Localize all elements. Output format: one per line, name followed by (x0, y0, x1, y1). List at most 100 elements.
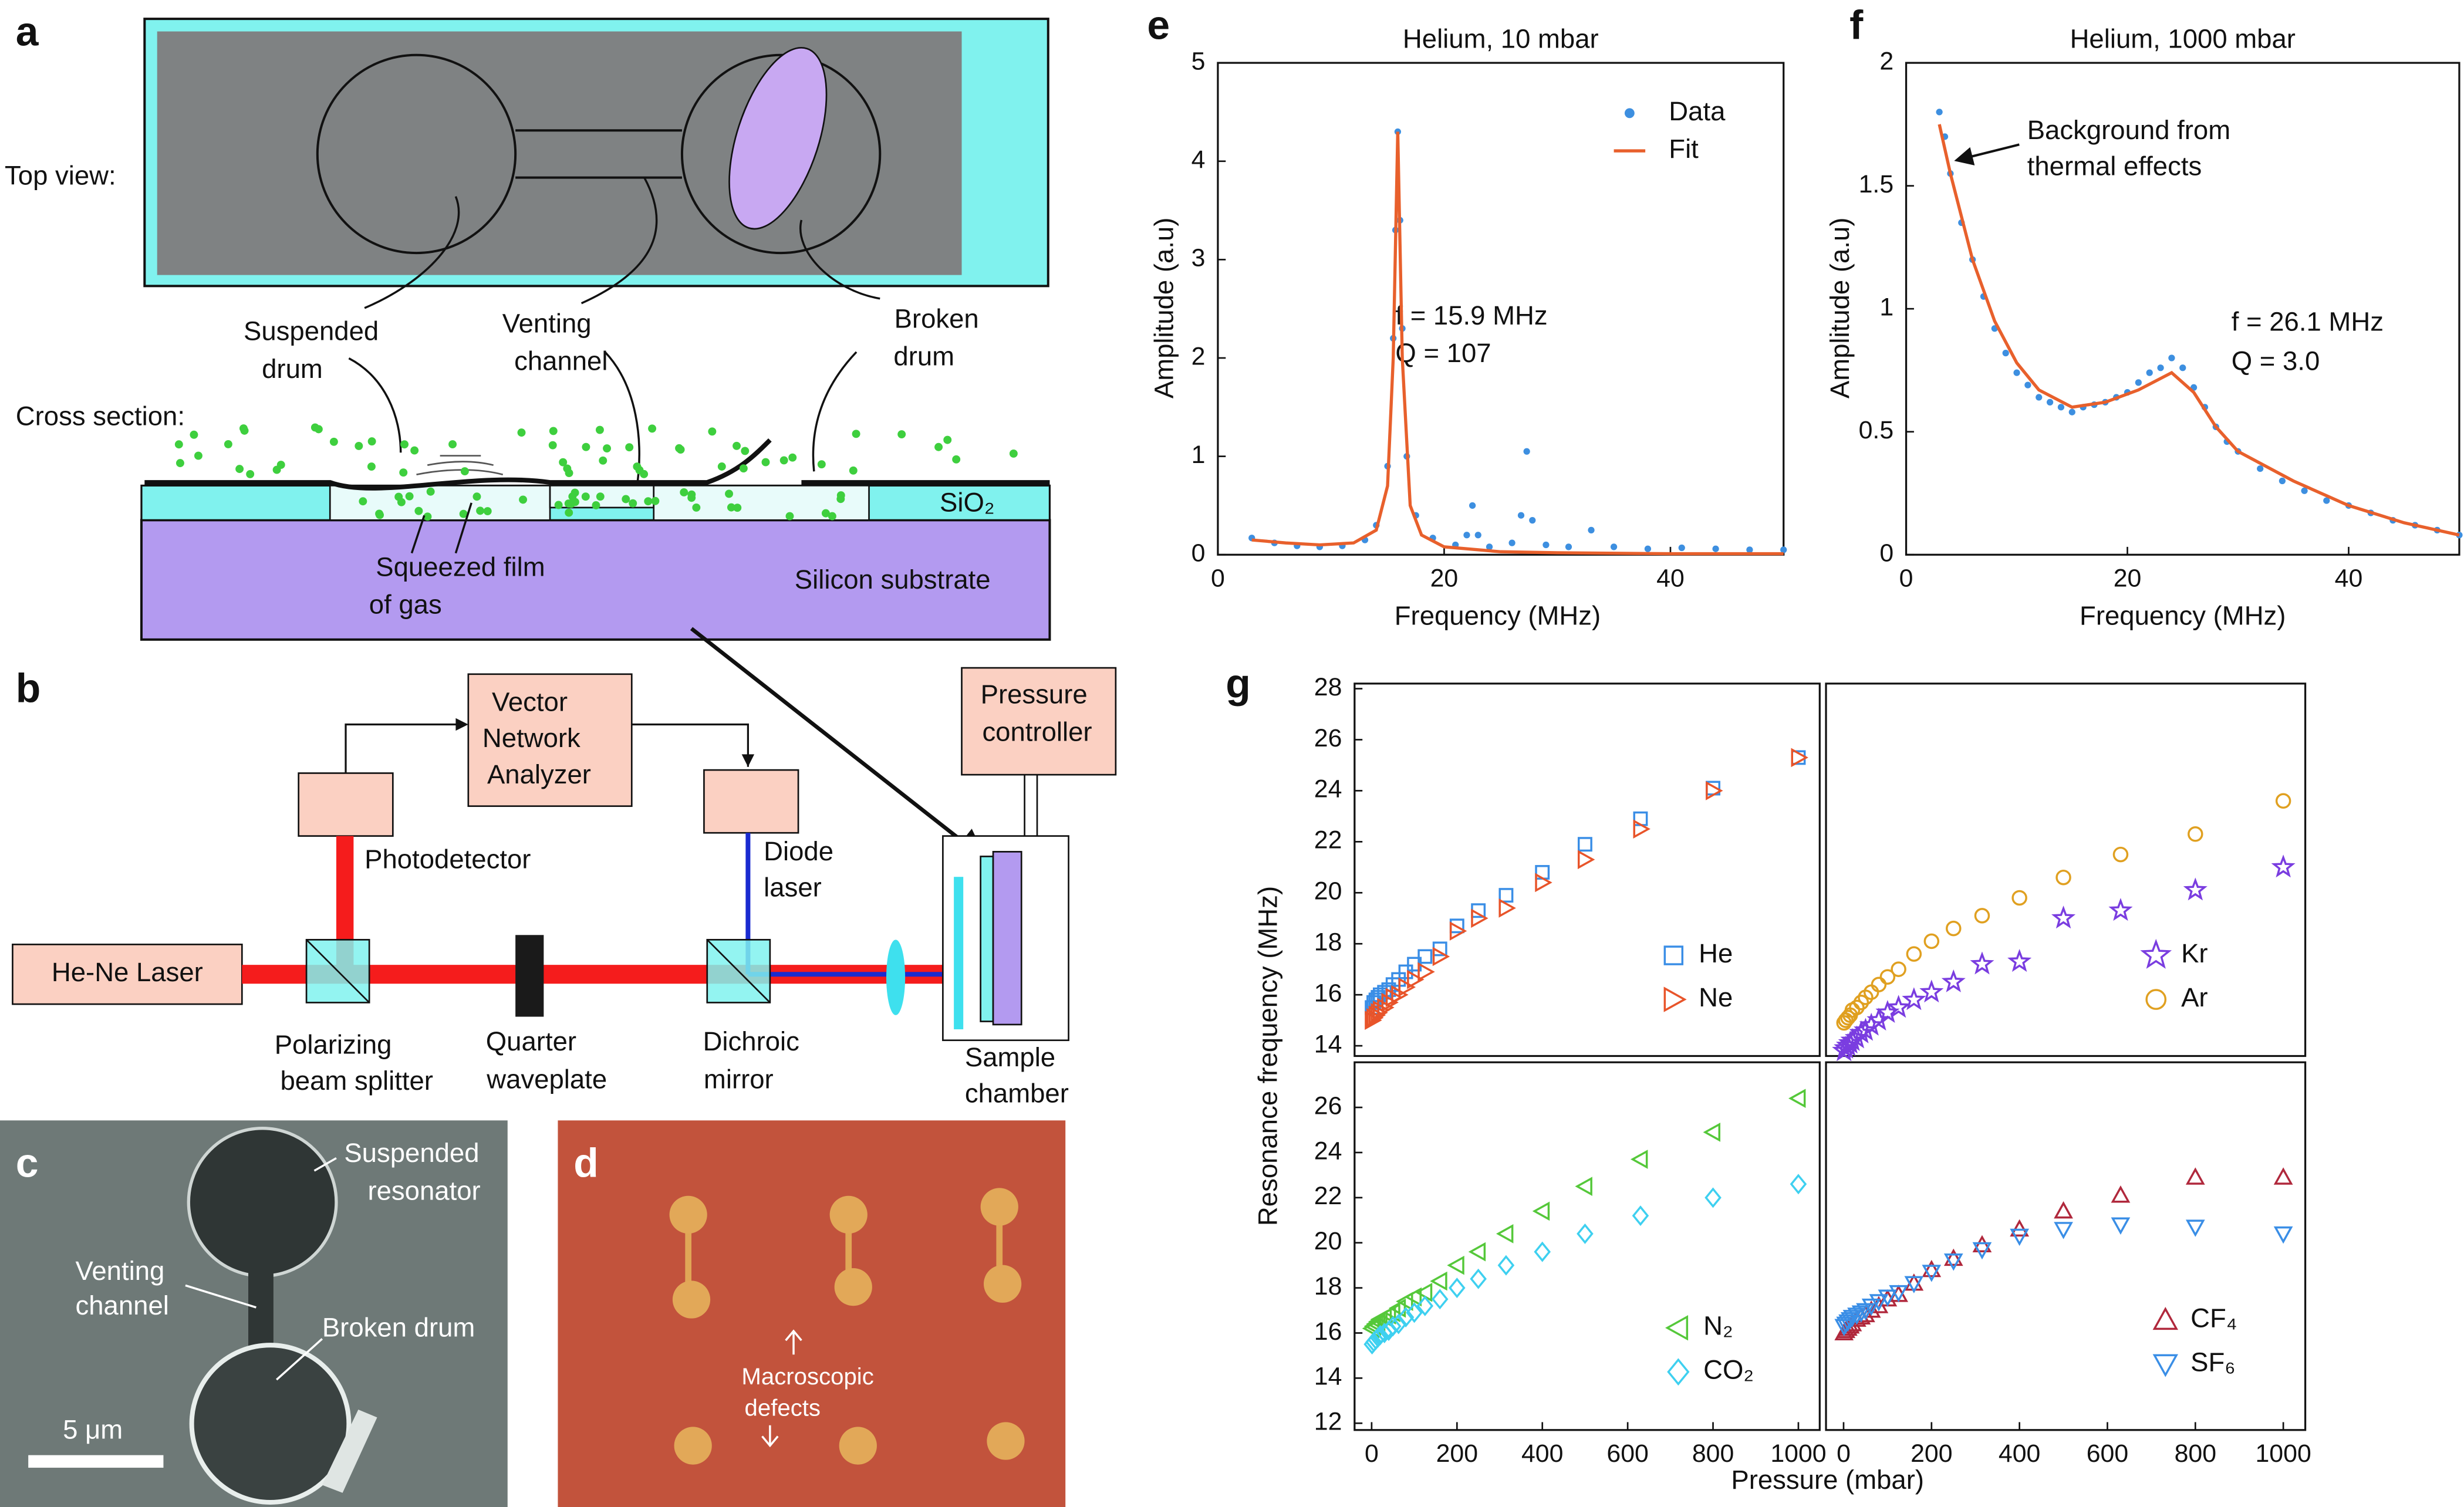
y-tick-label: 16 (1314, 979, 1342, 1007)
marker (1496, 1224, 1514, 1244)
gas-molecule (483, 507, 492, 515)
gas-molecule (246, 469, 255, 478)
plot-frame (1825, 682, 2307, 1057)
marker (2011, 890, 2027, 906)
laser-box (12, 944, 243, 1005)
x-tick-label: 0 (1899, 564, 1913, 592)
annotation: Background from (2027, 115, 2230, 145)
marker (1449, 1278, 1466, 1299)
gas-molecule (622, 495, 630, 504)
point (2301, 487, 2308, 494)
y-tick-label: 20 (1314, 877, 1342, 905)
legend-label: Ne (1699, 982, 1733, 1012)
y-tick-label: 0.5 (1859, 416, 1894, 444)
gas-molecule (640, 469, 649, 478)
gas-molecule (367, 437, 376, 446)
gas-molecule (741, 447, 750, 455)
y-tick-label: 14 (1314, 1363, 1342, 1391)
marker (2010, 1219, 2029, 1237)
broken-part (728, 46, 828, 230)
point (1474, 532, 1481, 539)
fit-line (1251, 131, 1784, 556)
marker (1871, 976, 1887, 993)
fit-line (1938, 124, 2460, 537)
point (2024, 381, 2031, 388)
marker (1703, 1123, 1720, 1142)
x-tick-label: 1000 (2255, 1440, 2311, 1468)
pipe (1024, 775, 1038, 836)
arrow (761, 1329, 802, 1448)
gas-molecule (565, 469, 573, 478)
x-axis-label: Frequency (MHz) (2080, 600, 2286, 630)
label: Top view: (5, 161, 116, 191)
marker (1532, 1201, 1550, 1221)
marker (1471, 908, 1488, 928)
annotation: f = 15.9 MHz (1395, 300, 1547, 330)
x-tick-label: 400 (1999, 1440, 2040, 1468)
y-tick-label: 24 (1314, 1137, 1342, 1165)
marker (1534, 1241, 1551, 1262)
y-tick-label: 24 (1314, 775, 1342, 803)
point (1746, 546, 1753, 553)
marker (1869, 1294, 1889, 1312)
y-axis-label: Amplitude (a.u) (1149, 218, 1179, 399)
point (1712, 545, 1719, 552)
marker (1497, 1255, 1515, 1276)
marker (1390, 1313, 1407, 1334)
panel-label: f (1849, 2, 1864, 48)
point (2323, 497, 2330, 504)
gas-molecule (194, 451, 202, 460)
membrane-section (144, 438, 1050, 491)
marker (1946, 920, 1962, 937)
marker (1377, 998, 1395, 1018)
marker (1906, 946, 1922, 962)
marker (1904, 1276, 1924, 1293)
gas-molecule (785, 512, 794, 521)
gas-molecule (934, 442, 943, 451)
y-tick-label: 14 (1314, 1030, 1342, 1058)
label: Diode (764, 836, 833, 866)
panel-label: d (573, 1140, 599, 1185)
gas-molecule (779, 456, 788, 465)
diode-box (703, 769, 799, 834)
gas-molecule (680, 488, 688, 496)
marker (1381, 992, 1399, 1012)
point (1529, 516, 1536, 524)
point (1508, 539, 1515, 546)
marker (2111, 1217, 2131, 1235)
label: resonator (367, 1175, 480, 1205)
gas-molecule (174, 440, 183, 449)
y-tick-label: 0 (1192, 539, 1206, 567)
marker (1943, 1253, 1963, 1271)
marker (1417, 962, 1435, 982)
label: chamber (965, 1078, 1069, 1108)
label: Photodetector (364, 844, 531, 874)
marker (1381, 982, 1396, 997)
plot-frame (1217, 62, 1785, 556)
gas-molecule (687, 494, 696, 502)
point (2179, 364, 2186, 371)
marker (1449, 921, 1467, 941)
marker (1416, 1295, 1434, 1316)
marker (1431, 1289, 1449, 1310)
marker (1879, 969, 1896, 985)
annotation: f = 26.1 MHz (2232, 307, 2384, 337)
point (2036, 394, 2043, 401)
marker (1704, 1187, 1722, 1208)
label: Sample (965, 1042, 1055, 1072)
annotation: Q = 3.0 (2232, 346, 2320, 376)
gas-molecule (739, 464, 748, 473)
broken-drum (189, 1343, 352, 1505)
point (1610, 543, 1618, 550)
y-tick-label: 16 (1314, 1317, 1342, 1346)
legend-marker (1624, 108, 1635, 119)
label: channel (514, 346, 607, 376)
panel-c: c Suspended resonator Venting channel Br… (0, 1120, 508, 1507)
label: Quarter (486, 1026, 576, 1056)
y-tick-label: 5 (1192, 47, 1206, 75)
point (1486, 543, 1493, 550)
marker (1941, 969, 1966, 992)
gas-molecule (554, 501, 563, 509)
legend-marker (2152, 1354, 2179, 1377)
gas-molecule (519, 495, 528, 504)
